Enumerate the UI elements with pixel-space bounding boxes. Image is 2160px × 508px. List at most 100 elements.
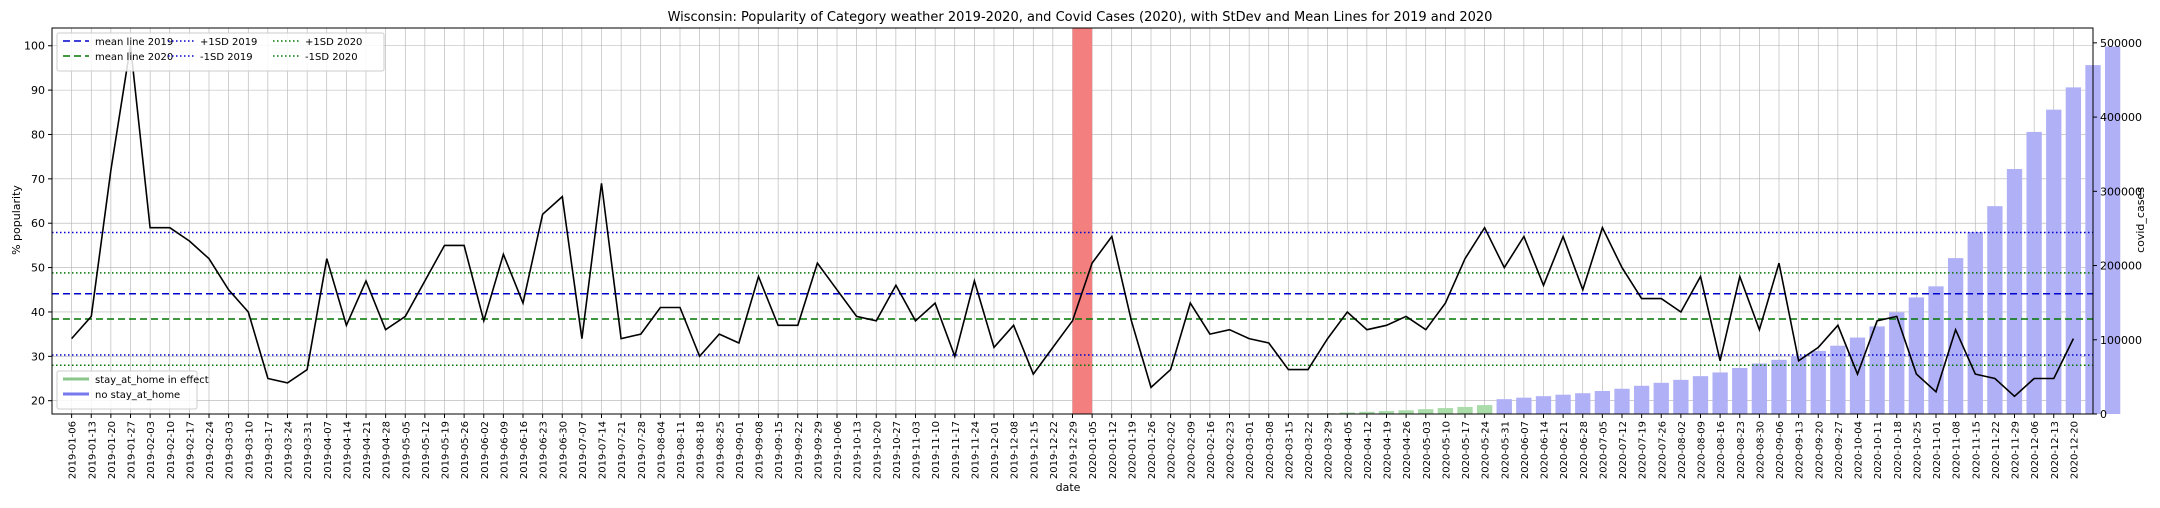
y-tick-label: 70: [31, 173, 45, 186]
bar-no-stay-at-home: [1987, 206, 2003, 414]
x-tick-label: 2019-10-06: [833, 421, 844, 479]
x-tick-label: 2020-08-23: [1736, 421, 1747, 479]
x-tick-label: 2019-05-26: [460, 421, 471, 479]
bar-no-stay-at-home: [1692, 376, 1709, 414]
x-tick-label: 2020-03-22: [1304, 421, 1315, 479]
x-tick-label: 2020-01-05: [1088, 421, 1099, 479]
x-tick-label: 2019-03-17: [264, 421, 275, 479]
bar-no-stay-at-home: [1633, 385, 1650, 414]
bar-stay-at-home: [1437, 408, 1454, 414]
x-tick-label: 2019-03-10: [244, 421, 255, 479]
y2-tick-label: 200000: [2100, 260, 2142, 273]
x-tick-label: 2020-10-11: [1873, 421, 1884, 479]
bar-no-stay-at-home: [1947, 258, 1964, 414]
x-tick-label: 2019-11-24: [970, 421, 981, 479]
x-tick-label: 2019-08-18: [696, 421, 707, 479]
legend-line-label: -1SD 2019: [200, 52, 253, 63]
x-tick-label: 2019-09-08: [755, 421, 766, 479]
x-tick-label: 2019-01-13: [87, 421, 98, 479]
x-tick-label: 2019-04-14: [342, 421, 353, 479]
x-tick-label: 2020-06-07: [1520, 421, 1531, 479]
x-tick-label: 2019-03-24: [284, 421, 295, 479]
x-tick-label: 2020-11-15: [1971, 421, 1982, 479]
bar-no-stay-at-home: [2046, 109, 2062, 415]
legend-line-label: +1SD 2019: [200, 37, 257, 48]
x-tick-label: 2020-04-26: [1402, 421, 1413, 479]
bar-no-stay-at-home: [1810, 350, 1826, 414]
bar-no-stay-at-home: [1516, 397, 1532, 414]
y-tick-label: 90: [31, 84, 45, 97]
x-tick-label: 2020-11-29: [2011, 421, 2022, 479]
x-tick-label: 2019-02-03: [146, 421, 157, 479]
x-tick-label: 2020-05-31: [1500, 421, 1511, 479]
y-tick-label: 60: [31, 217, 45, 230]
y2-tick-label: 500000: [2100, 37, 2142, 50]
bar-no-stay-at-home: [1928, 286, 1944, 414]
x-axis-label: date: [1056, 481, 1081, 494]
x-tick-label: 2020-01-12: [1108, 421, 1119, 479]
x-tick-label: 2020-11-08: [1952, 421, 1963, 479]
x-tick-label: 2020-04-12: [1363, 421, 1374, 479]
y-tick-label: 40: [31, 306, 45, 319]
axes-layer: 20 30 40 50 60 70 80 90 100 0 100000 200000 300000 40…: [24, 27, 2142, 479]
x-tick-label: 2019-05-12: [421, 421, 432, 479]
x-tick-label: 2019-11-10: [931, 421, 942, 479]
x-tick-label: 2019-06-23: [539, 421, 550, 479]
x-tick-label: 2020-12-06: [2030, 421, 2041, 479]
x-tick-label: 2019-07-14: [598, 421, 609, 479]
x-tick-label: 2020-02-23: [1226, 421, 1237, 479]
bar-no-stay-at-home: [1967, 232, 1983, 414]
x-tick-label: 2019-04-28: [382, 421, 393, 479]
x-tick-label: 2020-11-22: [1991, 421, 2002, 479]
legend-patch-label: no stay_at_home: [95, 390, 180, 401]
x-tick-label: 2020-08-09: [1697, 421, 1708, 479]
x-tick-label: 2020-02-16: [1206, 421, 1217, 479]
x-tick-label: 2019-07-28: [637, 421, 648, 479]
bar-stay-at-home: [1418, 409, 1434, 414]
bar-no-stay-at-home: [2026, 131, 2042, 414]
x-tick-label: 2019-02-24: [205, 421, 216, 479]
y2-axis-label: covid_cases: [2134, 187, 2147, 253]
x-tick-label: 2019-01-27: [127, 421, 138, 479]
y-tick-label: 80: [31, 128, 45, 141]
y-tick-label: 50: [31, 262, 45, 275]
bar-no-stay-at-home: [1732, 367, 1748, 414]
x-tick-label: 2019-06-30: [558, 421, 569, 479]
legend-lines: mean line 2019 mean line 2020 +1SD 2019 -1S…: [56, 32, 385, 72]
bar-stay-at-home: [1339, 412, 1355, 414]
x-tick-label: 2020-07-12: [1618, 421, 1629, 479]
x-tick-label: 2019-04-21: [362, 421, 373, 479]
bar-no-stay-at-home: [1889, 312, 1905, 414]
y2-tick-label: 400000: [2100, 111, 2142, 124]
y2-tick-label: 100000: [2100, 334, 2142, 347]
bar-no-stay-at-home: [1535, 396, 1552, 414]
x-tick-label: 2020-12-20: [2069, 421, 2080, 479]
x-tick-label: 2019-06-09: [499, 421, 510, 479]
bar-no-stay-at-home: [1771, 359, 1787, 414]
x-tick-label: 2019-09-15: [774, 421, 785, 479]
bar-no-stay-at-home: [1496, 399, 1512, 414]
chart-title: Wisconsin: Popularity of Category weathe…: [668, 10, 1493, 25]
x-tick-label: 2019-01-06: [68, 421, 79, 479]
legend-line-label: mean line 2019: [95, 37, 173, 48]
x-tick-label: 2019-01-20: [107, 421, 118, 479]
x-tick-label: 2020-05-24: [1481, 421, 1492, 479]
x-tick-label: 2019-10-27: [892, 421, 903, 479]
popularity-line-layer: [71, 45, 2075, 398]
x-tick-label: 2019-12-01: [990, 421, 1001, 479]
y-axis-label: % popularity: [10, 185, 23, 255]
popularity-line: [71, 45, 2075, 398]
legend-patches-box: [56, 370, 198, 410]
bar-no-stay-at-home: [1790, 356, 1807, 414]
x-tick-label: 2019-11-17: [951, 421, 962, 479]
legend-patches: stay_at_home in effect no stay_at_home: [56, 370, 209, 410]
x-tick-label: 2020-03-01: [1245, 421, 1256, 479]
x-tick-label: 2020-12-13: [2050, 421, 2061, 479]
bar-no-stay-at-home: [2006, 169, 2023, 414]
bar-stay-at-home: [1359, 411, 1375, 414]
x-tick-label: 2019-08-04: [656, 421, 667, 479]
bar-stay-at-home: [1476, 405, 1493, 414]
x-tick-label: 2019-07-07: [578, 421, 589, 479]
x-tick-label: 2019-06-02: [480, 421, 491, 479]
